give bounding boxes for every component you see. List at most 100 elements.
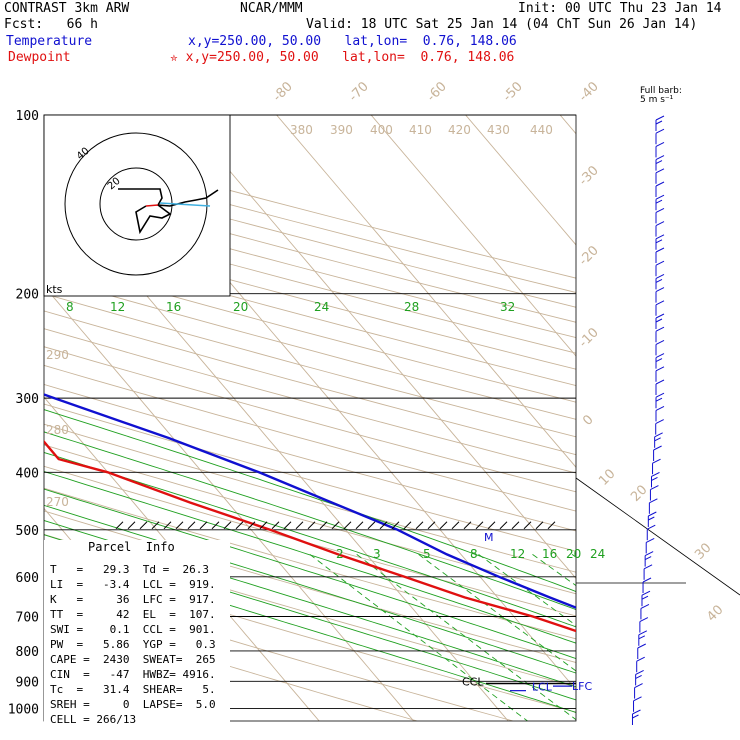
theta-label: 380 [290,123,313,137]
hatch-mark [163,521,172,530]
wind-barb [653,445,662,451]
mixing-ratio-label: 12 [510,547,525,561]
theta-label: 400 [370,123,393,137]
isotherm-label: -40 [576,79,602,105]
hatch-mark [295,521,304,530]
wind-barb [640,603,650,609]
wind-barb [655,326,665,332]
wind-barb [642,577,652,583]
theta-label: 270 [46,495,69,509]
dewpoint-profile [44,439,576,633]
dry-adiabat-line [44,293,576,438]
isotherm-label: -70 [346,79,372,105]
hatch-mark [391,521,400,530]
mixing-ratio-line [356,554,576,721]
mixing-ratio-label: 3 [373,547,381,561]
frame-diagonal [575,477,740,596]
moist-adiabat-line [44,504,576,674]
model-title: CONTRAST 3km ARW [4,1,130,16]
wind-barb [651,471,660,477]
wind-barb [655,313,665,319]
mixing-ratio-line [478,554,576,626]
hodograph-shear [159,202,211,207]
mixing-ratio-line [571,554,576,558]
ccl-label: CCL [462,676,484,689]
dry-adiabat-line [44,487,576,640]
hatch-mark [283,521,292,530]
isotherm-line [276,115,576,468]
wind-barb [655,194,665,200]
wind-barb [655,278,663,283]
pressure-label: 900 [16,675,39,690]
mixing-ratio-line [604,554,740,721]
hatch-mark [235,521,244,530]
hatch-mark [151,521,160,530]
pressure-label: 400 [16,466,39,481]
wind-barb [644,551,654,557]
wind-barb [655,181,665,187]
wind-barb [655,287,665,293]
dry-adiabat-line [44,310,576,456]
temperature-legend: Temperature [6,34,93,49]
isotherm-label: -80 [270,79,296,105]
wind-barb [655,379,665,385]
hatch-mark [199,521,208,530]
moist-adiabat-line [44,431,576,611]
parcel-info-rows: T = 29.3 Td = 26.3 LI = -3.4 LCL = 919. K … [50,562,216,727]
valid-time: Valid: 18 UTC Sat 25 Jan 14 (04 ChT Sun … [306,17,698,32]
parcel-info-row: Tc = 31.4 SHEAR= 5. [50,683,216,696]
hatch-mark [523,521,532,530]
pressure-label: 100 [16,109,39,124]
hatch-mark [415,521,424,530]
isotherm-label: 40 [704,603,726,625]
wind-barb [635,674,642,679]
wind-barb [655,234,665,240]
init-time: Init: 00 UTC Thu 23 Jan 14 [518,1,722,16]
parcel-info-title: Parcel Info [88,540,175,554]
wind-barb [655,273,665,279]
hatch-mark [343,521,352,530]
lfc-label: LFC [572,680,592,693]
moist-adiabat-label: 16 [166,300,181,314]
wind-barb [655,318,663,323]
hatch-mark [139,521,148,530]
wind-barb [655,141,665,147]
wind-barb [655,405,665,411]
wind-barb [635,669,644,675]
isotherm-label: 20 [628,483,650,505]
wind-barb [644,556,652,561]
wind-barb [654,432,663,438]
hatch-mark [127,521,136,530]
wind-barb [655,260,665,266]
hodograph-trace [118,188,219,207]
m-label: M [484,531,494,544]
mixing-ratio-label: 20 [566,547,581,561]
hatch-mark [535,521,544,530]
wind-barb [641,590,651,596]
hatch-mark [511,521,520,530]
temperature-profile [44,393,576,609]
hatch-mark [115,521,124,530]
pressure-label: 500 [16,524,39,539]
mixing-ratio-label: 2 [336,547,344,561]
hatch-mark [319,521,328,530]
wind-barb [634,683,643,689]
hatch-mark [331,521,340,530]
hatch-mark [427,521,436,530]
moist-adiabat-line [44,488,576,660]
theta-label: 410 [409,123,432,137]
theta-label: 290 [46,348,69,362]
parcel-info-row: K = 36 LFC = 917. [50,593,216,606]
parcel-info-row: TT = 42 EL = 107. [50,608,216,621]
dewpoint-legend: Dewpoint [8,50,71,65]
hatch-mark [271,521,280,530]
parcel-info-row: LI = -3.4 LCL = 919. [50,578,216,591]
hatch-mark [451,521,460,530]
hatch-mark [187,521,196,530]
dry-adiabat-line [44,346,576,493]
wind-barb [655,160,663,165]
isotherm-label: -20 [576,243,602,269]
wind-barb [655,397,663,402]
wind-barb [655,155,665,161]
